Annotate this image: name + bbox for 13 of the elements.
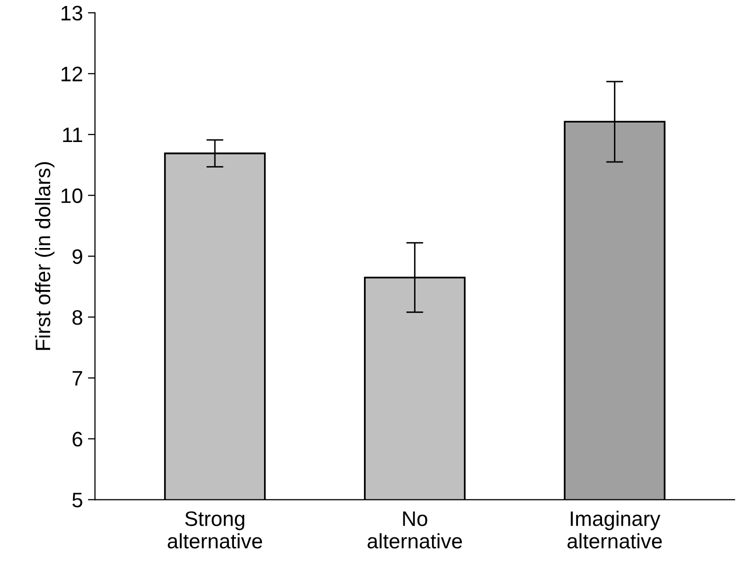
x-tick-label: Strong alternative [168,511,262,549]
y-tick-label: 12 [62,66,82,82]
y-tick-label: 9 [72,249,82,264]
y-tick-label: 11 [63,128,82,142]
y-tick-label: 5 [72,492,82,508]
y-tick-label: 10 [62,188,82,204]
y-axis-title: First offer (in dollars) [35,162,54,350]
y-tick-label: 8 [72,310,82,325]
y-tick-label: 7 [72,371,82,386]
y-tick-label: 6 [72,432,82,447]
y-tick-label: 13 [62,6,82,21]
x-tick-label: No alternative [368,512,462,549]
x-tick-label: Imaginary alternative [567,510,662,549]
